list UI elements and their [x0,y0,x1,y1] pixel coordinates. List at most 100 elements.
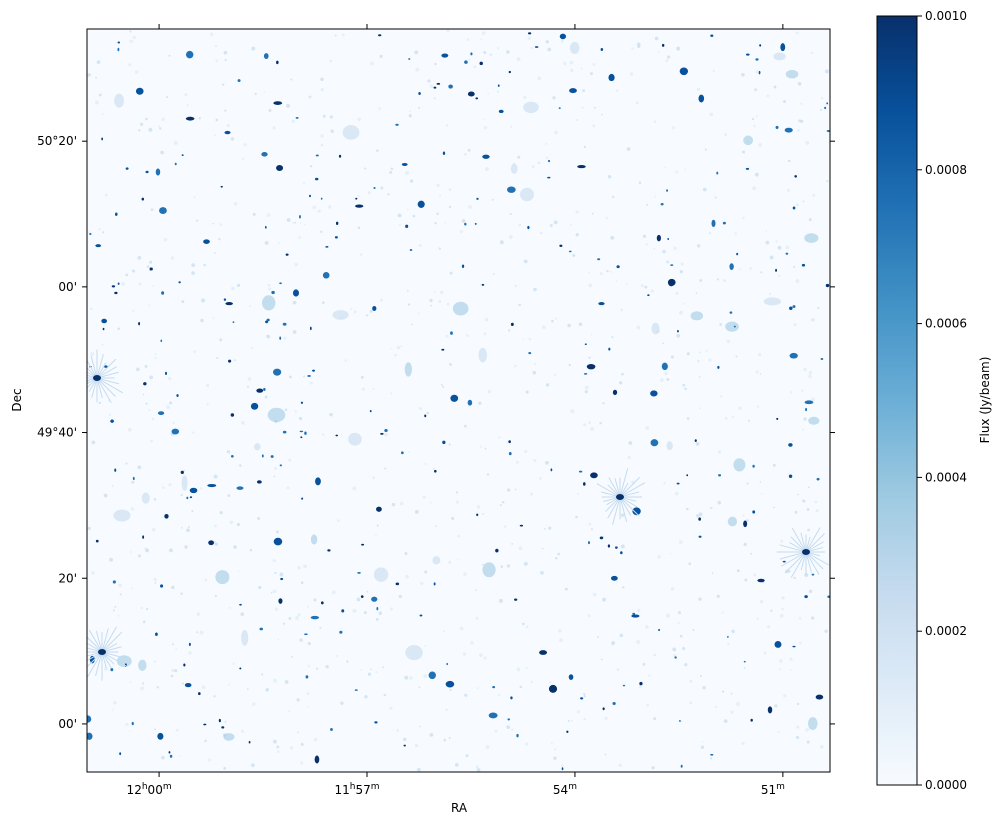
noise [129,681,132,684]
noise [131,480,135,484]
diffuse-source [373,567,389,582]
noise [129,30,132,33]
source [369,409,372,413]
noise [264,395,268,399]
source [670,264,674,266]
source [804,400,814,405]
noise [516,667,521,672]
source [279,336,282,340]
noise [169,401,173,405]
noise [686,352,690,356]
noise [455,491,459,494]
source [111,285,116,288]
noise [793,576,796,580]
noise [506,50,510,54]
noise [682,302,685,305]
noise [810,318,815,322]
artifact-ray [87,651,103,662]
noise [765,230,768,232]
noise [635,101,639,105]
noise [674,491,679,496]
noise [583,145,587,149]
source [479,61,483,66]
noise [372,387,375,390]
diffuse-source [807,717,818,730]
image-sources [87,29,830,772]
noise [636,325,641,330]
noise [516,57,521,62]
noise [485,745,490,750]
source [528,351,532,355]
noise [389,607,393,611]
source [433,86,437,89]
source [476,513,479,517]
noise [419,725,421,728]
noise [319,626,322,629]
artifact-ray [87,359,98,379]
noise [547,47,552,52]
source [299,430,304,433]
noise [426,411,430,415]
bright-source [93,375,101,381]
noise [148,409,151,412]
artifact-ray [101,651,128,667]
diffuse-source [569,41,580,54]
noise [602,402,605,405]
noise [424,462,427,465]
noise [625,283,628,286]
noise [284,680,289,684]
noise [165,405,170,410]
noise [464,153,467,156]
diffuse-source [116,655,132,668]
source [282,322,287,326]
source [361,543,365,546]
noise [522,622,525,626]
noise [570,223,573,226]
noise [479,445,482,448]
noise [696,359,700,363]
noise [438,300,442,303]
noise [246,385,250,388]
noise [731,415,734,418]
noise [723,278,727,283]
noise [251,347,254,350]
noise [154,353,157,356]
noise [666,378,670,381]
noise [645,425,650,430]
noise [265,687,270,692]
noise [648,674,651,677]
noise [599,421,602,425]
noise [727,642,730,646]
artifact-ray [101,651,126,659]
diffuse-source [141,492,150,504]
source [307,375,311,377]
noise [509,213,512,215]
noise [241,420,245,425]
noise [156,686,160,689]
noise [663,482,666,485]
noise [168,376,172,381]
diffuse-source [223,733,235,741]
noise [390,392,393,395]
source [726,636,729,638]
colorbar-tick-label: 0.0008 [925,163,967,177]
noise [590,333,593,336]
noise [752,186,757,191]
noise [230,137,235,141]
noise [309,165,313,168]
source [676,329,679,333]
noise [769,255,774,260]
noise [746,482,749,485]
source [424,414,427,418]
source [717,365,720,369]
noise [498,436,501,439]
noise [320,77,324,82]
source [733,325,736,328]
noise [798,641,802,645]
source [101,318,108,324]
source [446,662,449,666]
noise [580,67,583,70]
noise [91,440,96,445]
noise [132,35,136,40]
noise [434,524,438,528]
